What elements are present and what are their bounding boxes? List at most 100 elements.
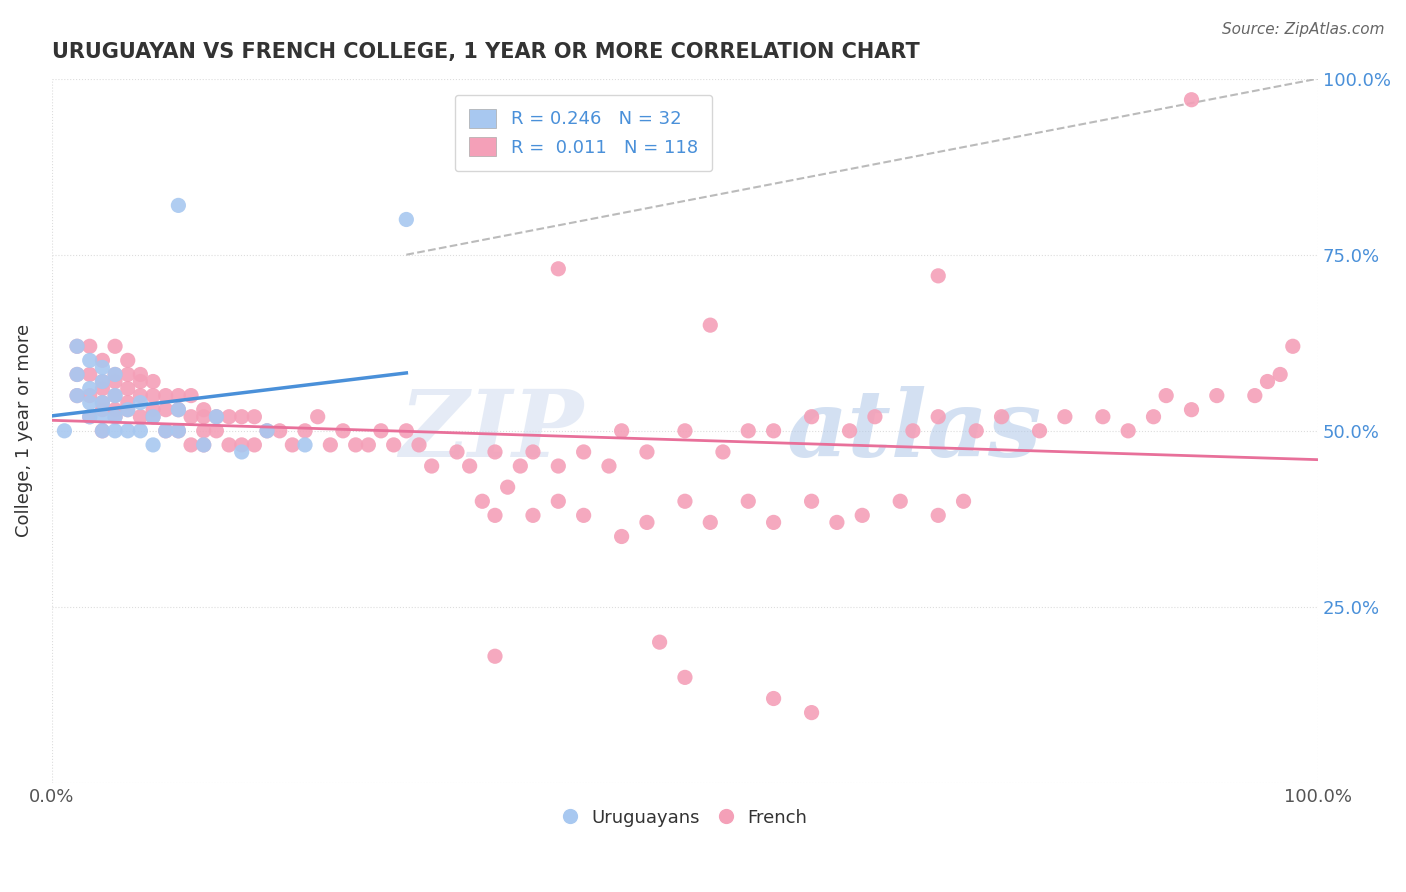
Point (547, 494, 569, 508)
Point (79, 409, 101, 424)
Point (1116, 424, 1139, 438)
Point (66, 388, 89, 402)
Point (117, 424, 139, 438)
Point (129, 388, 152, 402)
Point (319, 438, 342, 452)
Point (838, 424, 860, 438)
Point (344, 438, 367, 452)
Point (762, 516, 785, 530)
Point (79, 395, 101, 409)
Point (496, 480, 519, 494)
Point (79, 368, 101, 382)
Point (927, 409, 949, 424)
Point (167, 388, 190, 402)
Point (243, 409, 266, 424)
Point (180, 409, 202, 424)
Point (572, 445, 595, 459)
Point (901, 424, 924, 438)
Point (117, 368, 139, 382)
Point (699, 516, 721, 530)
Point (522, 445, 544, 459)
Point (699, 318, 721, 333)
Point (382, 438, 405, 452)
Point (737, 494, 759, 508)
Point (79, 353, 101, 368)
Point (1268, 368, 1291, 382)
Point (66, 368, 89, 382)
Point (180, 438, 202, 452)
Point (155, 424, 177, 438)
Point (91, 395, 114, 409)
Point (104, 409, 127, 424)
Point (737, 424, 759, 438)
Text: ZIP: ZIP (399, 386, 583, 475)
Point (129, 395, 152, 409)
Point (117, 382, 139, 396)
Text: atlas: atlas (786, 386, 1042, 475)
Point (79, 382, 101, 396)
Point (155, 402, 177, 417)
Point (129, 375, 152, 389)
Point (281, 438, 304, 452)
Point (927, 508, 949, 523)
Point (825, 516, 848, 530)
Point (1281, 339, 1303, 353)
Point (800, 409, 823, 424)
Point (1028, 424, 1050, 438)
Point (408, 438, 430, 452)
Point (484, 508, 506, 523)
Point (180, 388, 202, 402)
Point (484, 649, 506, 664)
Point (952, 494, 974, 508)
Point (205, 409, 228, 424)
Point (572, 508, 595, 523)
Point (636, 445, 658, 459)
Point (471, 494, 494, 508)
Point (889, 494, 911, 508)
Point (167, 424, 190, 438)
Point (142, 438, 165, 452)
Point (1053, 409, 1076, 424)
Point (104, 339, 127, 353)
Point (117, 395, 139, 409)
Point (91, 402, 114, 417)
Point (193, 424, 215, 438)
Point (129, 368, 152, 382)
Point (167, 424, 190, 438)
Point (332, 424, 354, 438)
Point (990, 409, 1012, 424)
Point (155, 424, 177, 438)
Point (104, 409, 127, 424)
Point (256, 424, 278, 438)
Point (547, 261, 569, 276)
Point (420, 458, 443, 473)
Point (142, 388, 165, 402)
Point (142, 409, 165, 424)
Point (129, 409, 152, 424)
Point (648, 635, 671, 649)
Point (91, 395, 114, 409)
Point (610, 529, 633, 543)
Point (231, 445, 253, 459)
Point (167, 402, 190, 417)
Point (79, 388, 101, 402)
Point (1256, 375, 1278, 389)
Point (800, 494, 823, 508)
Point (231, 438, 253, 452)
Point (1091, 409, 1114, 424)
Point (104, 368, 127, 382)
Point (256, 424, 278, 438)
Point (218, 409, 240, 424)
Point (104, 402, 127, 417)
Point (91, 424, 114, 438)
Point (142, 409, 165, 424)
Point (193, 438, 215, 452)
Point (66, 388, 89, 402)
Point (91, 375, 114, 389)
Point (357, 438, 380, 452)
Point (269, 424, 291, 438)
Point (1142, 409, 1164, 424)
Point (218, 438, 240, 452)
Point (91, 353, 114, 368)
Point (79, 339, 101, 353)
